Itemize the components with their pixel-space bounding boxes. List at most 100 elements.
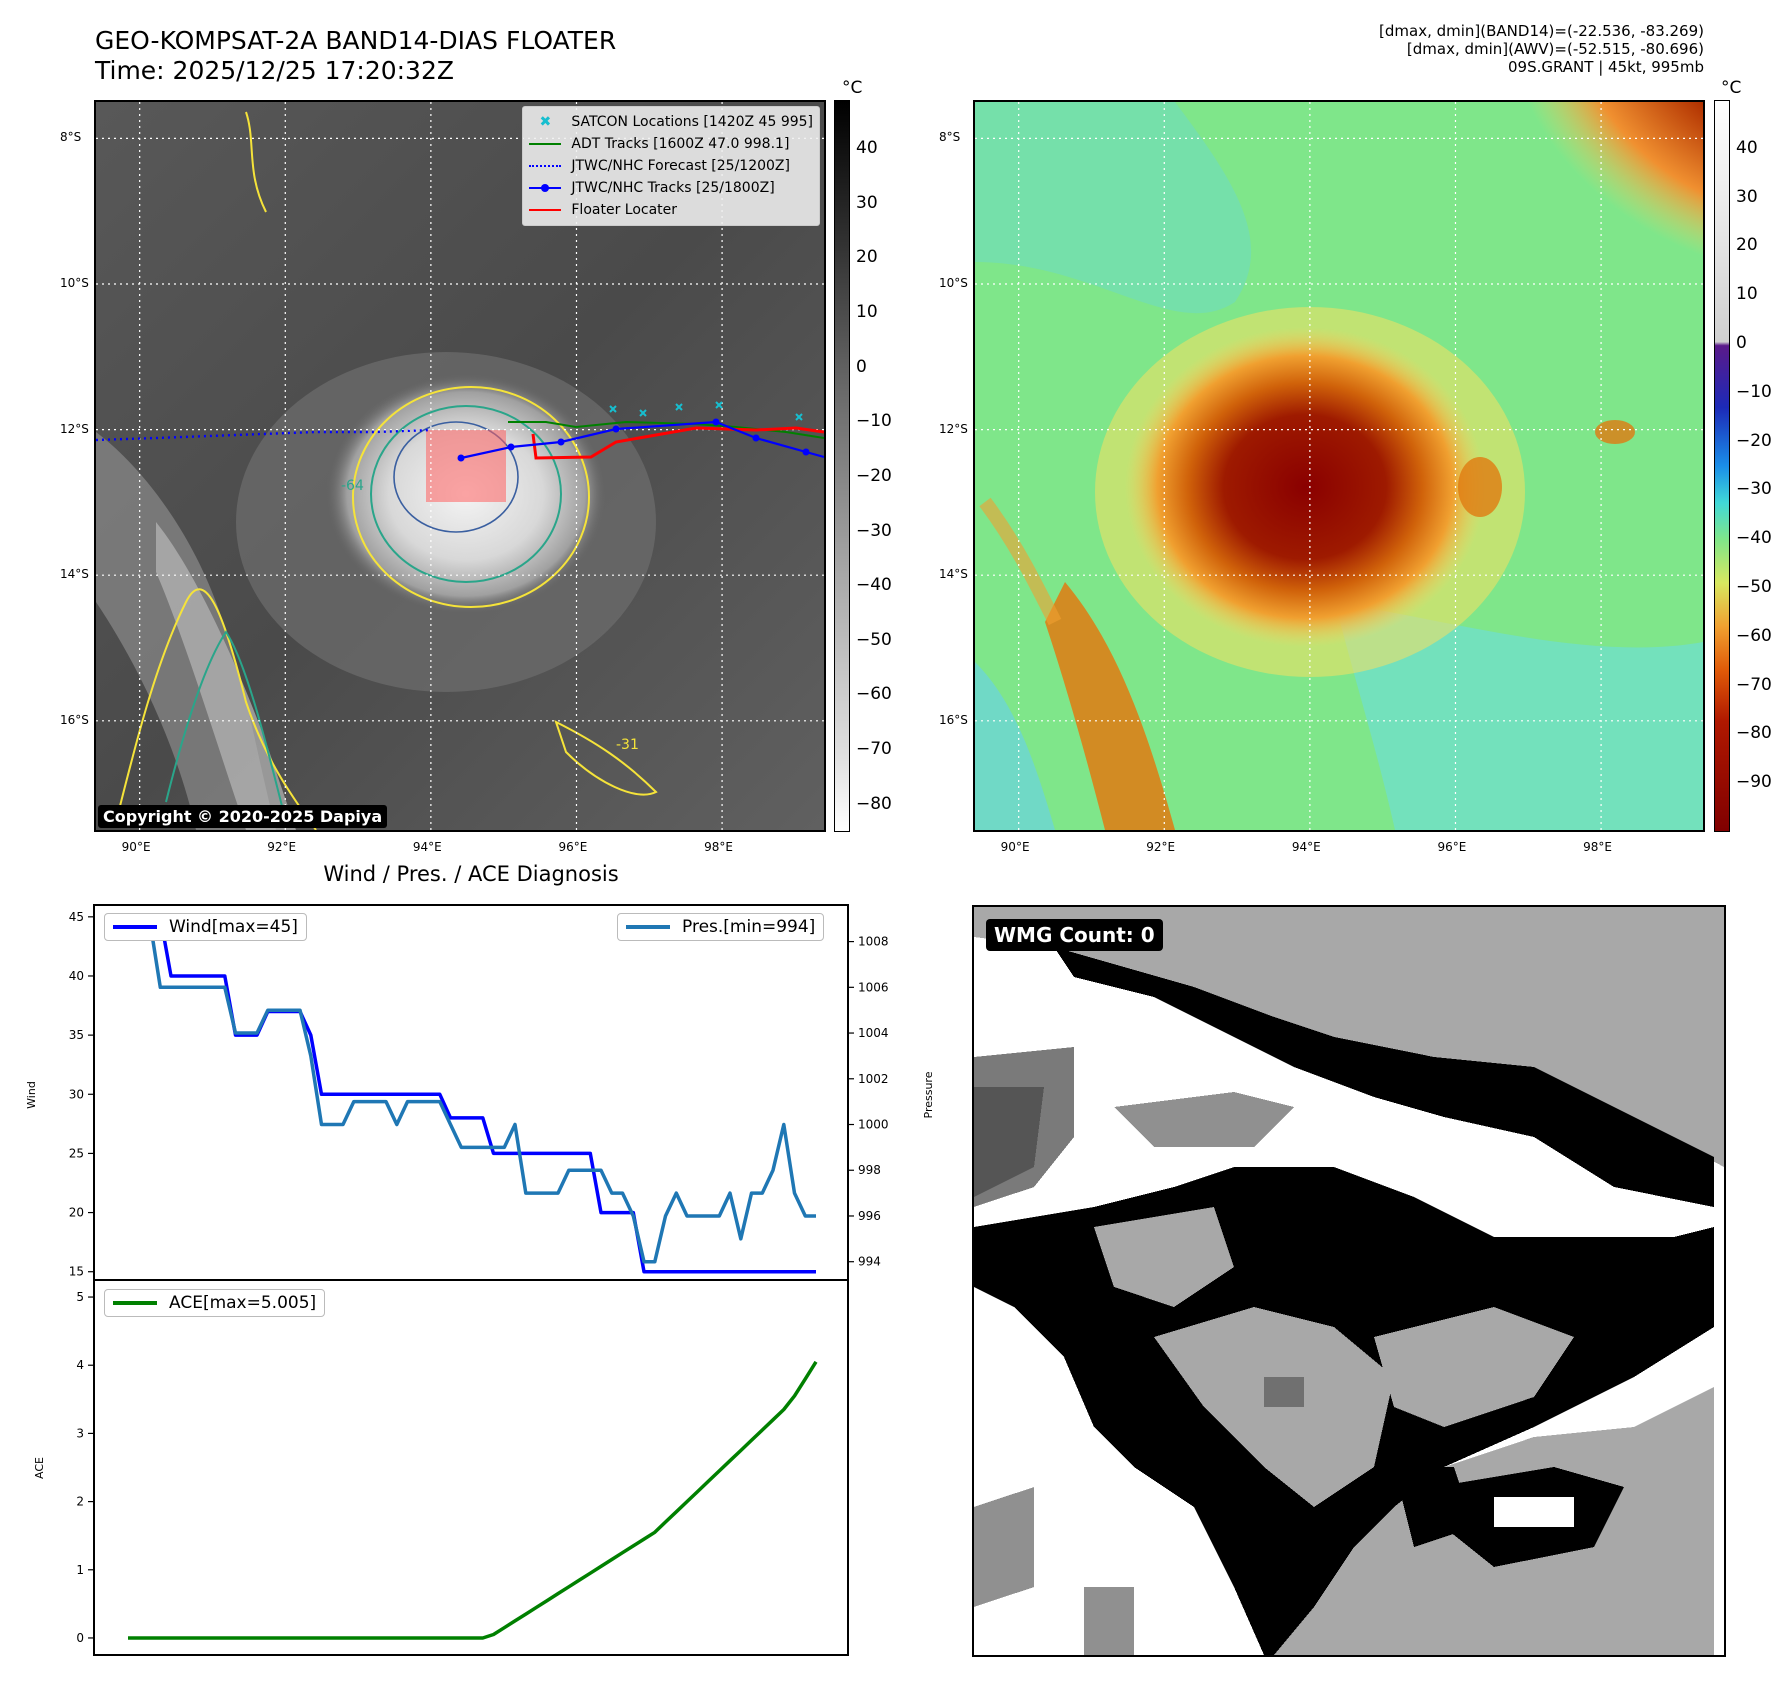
lon-tick-label: 96°E bbox=[1437, 840, 1467, 854]
lon-tick-label: 90°E bbox=[121, 840, 151, 854]
awv-spot-east bbox=[1458, 457, 1502, 517]
stats-line-1: [dmax, dmin](BAND14)=(-22.536, -83.269) bbox=[1379, 22, 1704, 40]
diag-chart-svg: 1520253035404599499699810001002100410061… bbox=[25, 904, 935, 1656]
satcon-markers bbox=[609, 401, 803, 421]
contour-north bbox=[245, 111, 267, 213]
jtwc-line-dot-icon bbox=[529, 181, 562, 195]
contour-west-band-inner bbox=[165, 630, 287, 823]
ir-legend: ✖ SATCON Locations [1420Z 45 995] ADT Tr… bbox=[522, 106, 820, 226]
figure-title: GEO-KOMPSAT-2A BAND14-DIAS FLOATER Time:… bbox=[95, 26, 616, 86]
ace-axis-label: ACE bbox=[33, 1457, 46, 1479]
wmg-darker-left bbox=[974, 1087, 1044, 1197]
floater-track-line bbox=[531, 426, 824, 460]
contour-south-band bbox=[554, 720, 658, 796]
awv-band-west bbox=[1045, 582, 1175, 830]
ir-map-panel: -64 -31 Copyright © 2020-2025 Dapiya ✖ S… bbox=[94, 100, 826, 832]
lat-tick-label: 14°S bbox=[939, 567, 968, 582]
pressure-tick-label: 1004 bbox=[858, 1026, 889, 1040]
awv-cyan-northwest bbox=[975, 102, 1252, 314]
colorbar-tick-label: −70 bbox=[856, 739, 892, 760]
awv-band-west-2 bbox=[979, 497, 1062, 626]
contour-west-band bbox=[115, 588, 317, 830]
colorbar-tick-label: −60 bbox=[856, 684, 892, 705]
wmg-black-top-band bbox=[1054, 947, 1714, 1207]
legend-jtwc-label: JTWC/NHC Tracks [25/1800Z] bbox=[571, 180, 775, 196]
lat-tick-label: 10°S bbox=[939, 276, 968, 290]
colorbar-tick-label: −10 bbox=[1736, 381, 1772, 402]
wmg-panel: WMG Count: 0 bbox=[972, 905, 1726, 1657]
legend-forecast: JTWC/NHC Forecast [25/1200Z] bbox=[529, 155, 813, 177]
copyright-badge: Copyright © 2020-2025 Dapiya bbox=[98, 805, 388, 828]
legend-floater-label: Floater Locater bbox=[571, 202, 678, 218]
jtwc-track-line bbox=[460, 420, 824, 460]
wind-legend: Wind[max=45] bbox=[104, 913, 307, 941]
colorbar-tick-label: −20 bbox=[1736, 430, 1772, 451]
lon-tick-label: 96°E bbox=[558, 840, 588, 854]
colorbar-tick-label: −20 bbox=[856, 465, 892, 486]
awv-storm-core bbox=[1125, 327, 1485, 647]
lon-tick-label: 98°E bbox=[704, 840, 733, 854]
ace-tick-label: 3 bbox=[76, 1426, 84, 1440]
colorbar-tick-label: −30 bbox=[856, 520, 892, 541]
legend-satcon: ✖ SATCON Locations [1420Z 45 995] bbox=[529, 111, 814, 133]
wind-tick-label: 45 bbox=[69, 910, 84, 924]
ace-tick-label: 5 bbox=[76, 1290, 84, 1304]
diag-marks: 1520253035404599499699810001002100410061… bbox=[69, 910, 889, 1645]
pressure-axis-label: Pressure bbox=[922, 1071, 935, 1118]
pressure-tick-label: 1002 bbox=[858, 1072, 889, 1086]
wmg-gray-top bbox=[974, 907, 1724, 1167]
lat-tick-label: 16°S bbox=[939, 712, 968, 727]
satcon-x-icon: ✖ bbox=[539, 114, 552, 130]
colorbar-tick-label: 40 bbox=[856, 138, 878, 159]
jtwc-track-dots bbox=[457, 418, 810, 462]
colorbar-tick-label: 30 bbox=[856, 192, 878, 213]
wind-tick-label: 25 bbox=[69, 1146, 84, 1160]
pres-legend-line bbox=[626, 925, 670, 929]
lat-tick-label: 12°S bbox=[60, 421, 89, 436]
ace-tick-label: 0 bbox=[76, 1631, 84, 1645]
ace-series-line bbox=[128, 1360, 818, 1640]
adt-line-icon bbox=[529, 137, 562, 151]
cloud-band-west-bright bbox=[156, 522, 296, 830]
pressure-tick-label: 1006 bbox=[858, 980, 889, 994]
pressure-tick-label: 1000 bbox=[858, 1118, 889, 1132]
wind-series-line bbox=[128, 915, 816, 1274]
legend-adt: ADT Tracks [1600Z 47.0 998.1] bbox=[529, 133, 813, 155]
pres-legend: Pres.[min=994] bbox=[617, 913, 825, 941]
awv-colorbar-unit: °C bbox=[1721, 78, 1742, 98]
ace-legend-label: ACE[max=5.005] bbox=[169, 1293, 317, 1313]
lon-tick-label: 92°E bbox=[267, 840, 297, 854]
legend-satcon-label: SATCON Locations [1420Z 45 995] bbox=[571, 114, 813, 130]
pressure-series-line bbox=[128, 916, 816, 1264]
lat-tick-label: 12°S bbox=[939, 421, 968, 436]
colorbar-tick-label: 40 bbox=[1736, 137, 1758, 158]
awv-colorbar bbox=[1714, 100, 1730, 832]
colorbar-tick-label: 10 bbox=[1736, 284, 1758, 305]
wind-legend-label: Wind[max=45] bbox=[169, 917, 298, 937]
pressure-tick-label: 998 bbox=[858, 1163, 881, 1177]
colorbar-tick-label: −10 bbox=[856, 411, 892, 432]
lat-tick-label: 8°S bbox=[939, 130, 961, 145]
ace-tick-label: 1 bbox=[76, 1563, 84, 1577]
colorbar-tick-label: −80 bbox=[1736, 723, 1772, 744]
contour-outer bbox=[352, 386, 590, 608]
colorbar-tick-label: 10 bbox=[856, 302, 878, 323]
colorbar-tick-label: 20 bbox=[856, 247, 878, 268]
ace-tick-label: 4 bbox=[76, 1358, 84, 1372]
lon-tick-label: 94°E bbox=[1291, 840, 1321, 854]
wmg-gray-patch bbox=[1114, 1092, 1294, 1147]
wind-tick-label: 35 bbox=[69, 1028, 84, 1042]
wind-axis-label: Wind bbox=[25, 1081, 38, 1109]
awv-cyan-southwest bbox=[975, 662, 1055, 830]
wind-tick-label: 40 bbox=[69, 969, 84, 983]
awv-gridlines bbox=[975, 102, 1703, 830]
awv-cyan-southeast bbox=[1335, 602, 1703, 830]
wmg-svg bbox=[974, 907, 1724, 1655]
ace-legend: ACE[max=5.005] bbox=[104, 1289, 326, 1317]
colorbar-tick-label: 0 bbox=[856, 356, 867, 377]
legend-floater: Floater Locater bbox=[529, 199, 813, 221]
colorbar-tick-label: 0 bbox=[1736, 333, 1747, 353]
contour-middle bbox=[370, 405, 562, 583]
wind-pres-axes-frame bbox=[93, 904, 849, 1281]
awv-spot-far-east bbox=[1595, 420, 1635, 444]
